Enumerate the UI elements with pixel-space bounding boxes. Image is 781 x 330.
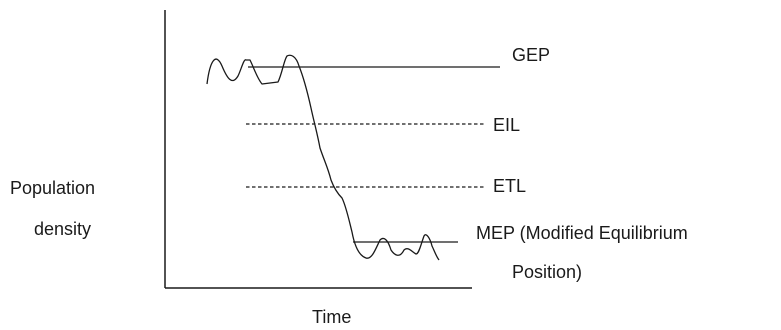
eil-label: EIL (493, 115, 520, 135)
gep-label: GEP (512, 45, 550, 65)
y-axis-label-line2: density (34, 219, 91, 239)
etl-label: ETL (493, 176, 526, 196)
population-curve (206, 54, 440, 261)
x-axis-label: Time (312, 307, 351, 327)
mep-label-line2: Position) (512, 262, 582, 282)
y-axis-label-line1: Population (10, 178, 95, 198)
mep-label: MEP (Modified Equilibrium (476, 223, 688, 243)
